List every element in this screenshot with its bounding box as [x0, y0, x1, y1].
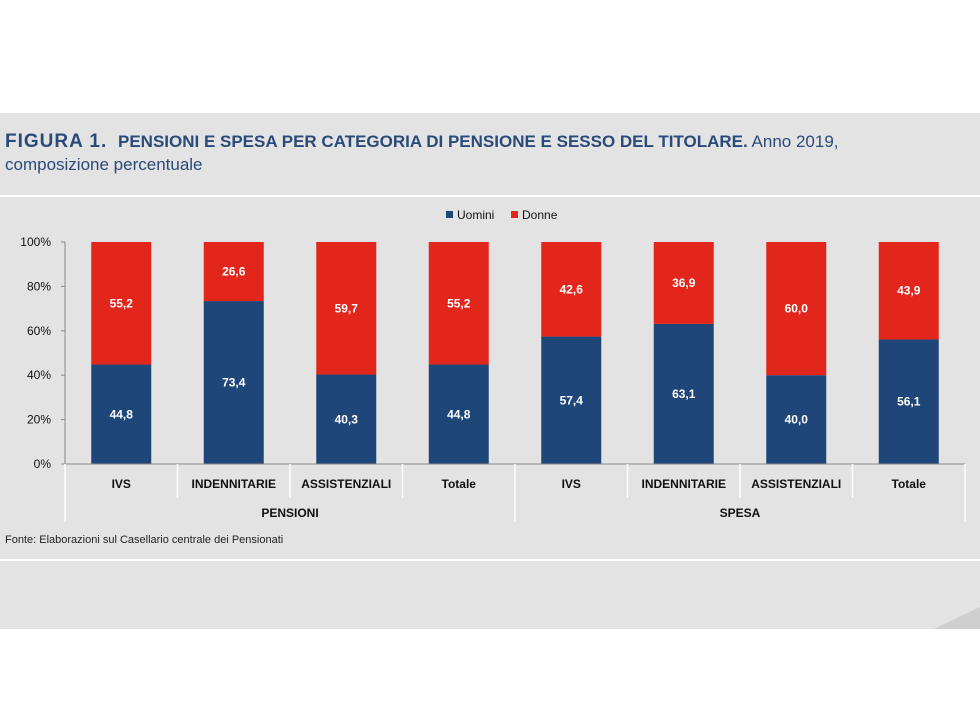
y-tick-label: 80%	[27, 279, 51, 293]
bar-donne	[541, 242, 602, 337]
legend-swatch	[446, 211, 453, 218]
x-tick-label: ASSISTENZIALI	[751, 477, 841, 491]
data-label-donne: 36,9	[672, 276, 696, 290]
data-label-uomini: 40,3	[335, 412, 359, 426]
source-note: Fonte: Elaborazioni sul Casellario centr…	[5, 534, 284, 546]
bottom-divider	[0, 559, 980, 561]
data-label-uomini: 40,0	[785, 413, 809, 427]
figure-title: FIGURA 1. PENSIONI E SPESA PER CATEGORIA…	[5, 130, 975, 176]
bar-uomini	[428, 364, 489, 464]
data-label-uomini: 57,4	[560, 393, 584, 407]
legend-label: Uomini	[457, 208, 494, 222]
x-axis: IVS INDENNITARIE ASSISTENZIALI Totale IVS IND…	[64, 463, 966, 522]
chart-bars: 44,8 55,2 73,4 26,6 40,3 59,7 44,8 55,2 57,4 42,6…	[91, 242, 939, 464]
data-label-donne: 26,6	[222, 265, 246, 279]
y-axis: 0% 20% 40% 60% 80% 100%	[20, 235, 66, 471]
data-label-donne: 55,2	[110, 296, 134, 310]
corner-decoration	[934, 607, 980, 629]
data-label-uomini: 63,1	[672, 387, 696, 401]
bar-donne	[316, 242, 377, 375]
bar-donne	[766, 242, 827, 376]
x-tick-label: INDENNITARIE	[642, 477, 726, 491]
figure-subtitle: composizione percentuale	[5, 155, 203, 174]
bar-uomini	[91, 364, 152, 464]
bar-uomini	[541, 336, 602, 464]
figure-title-main: PENSIONI E SPESA PER CATEGORIA DI PENSIO…	[117, 132, 748, 151]
y-tick-label: 20%	[27, 413, 51, 427]
x-tick-label: IVS	[112, 477, 131, 491]
data-label-uomini: 44,8	[110, 407, 134, 421]
data-label-donne: 42,6	[560, 282, 584, 296]
x-tick-label: ASSISTENZIALI	[301, 477, 391, 491]
bar-uomini	[878, 339, 939, 464]
legend-swatch	[511, 211, 518, 218]
data-label-uomini: 73,4	[222, 376, 246, 390]
x-tick-label: Totale	[892, 477, 927, 491]
y-tick-label: 0%	[34, 457, 52, 471]
bar-uomini	[766, 375, 827, 464]
title-divider	[0, 195, 980, 197]
legend-label: Donne	[522, 208, 558, 222]
data-label-uomini: 44,8	[447, 407, 471, 421]
group-label: SPESA	[720, 506, 761, 520]
data-label-donne: 43,9	[897, 284, 921, 298]
x-tick-label: Totale	[442, 477, 477, 491]
figure-title-year: Anno 2019,	[751, 132, 839, 151]
data-label-donne: 60,0	[785, 302, 809, 316]
bar-uomini	[316, 374, 377, 464]
figure-number: FIGURA 1.	[5, 131, 108, 152]
bar-donne	[878, 242, 939, 340]
data-label-uomini: 56,1	[897, 395, 921, 409]
y-tick-label: 60%	[27, 324, 51, 338]
bar-uomini	[203, 301, 264, 464]
y-tick-label: 100%	[20, 235, 51, 249]
bar-donne	[428, 242, 489, 365]
bar-donne	[653, 242, 714, 324]
data-label-donne: 55,2	[447, 296, 471, 310]
chart-legend: Uomini Donne	[446, 208, 558, 222]
bar-donne	[91, 242, 152, 365]
bar-donne	[203, 242, 264, 302]
y-tick-label: 40%	[27, 368, 51, 382]
bar-uomini	[653, 323, 714, 464]
data-label-donne: 59,7	[335, 301, 359, 315]
x-tick-label: IVS	[562, 477, 581, 491]
x-tick-label: INDENNITARIE	[192, 477, 276, 491]
group-label: PENSIONI	[261, 506, 318, 520]
